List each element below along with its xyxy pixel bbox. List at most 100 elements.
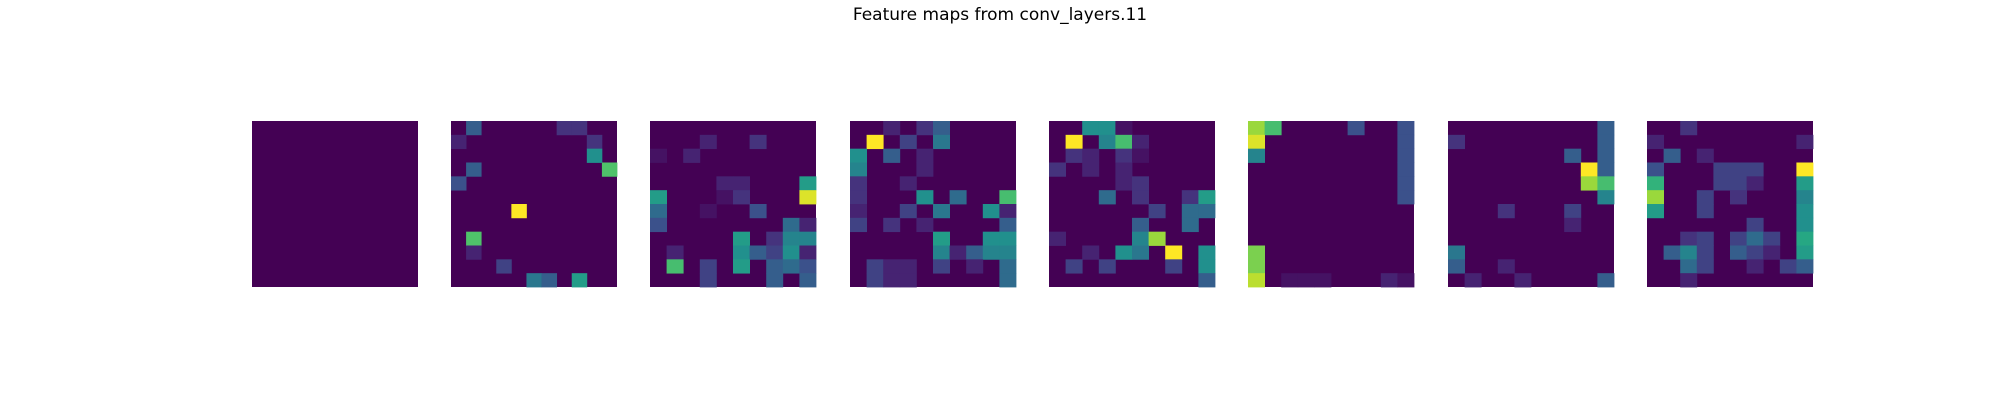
heatmap-cell [883, 259, 901, 274]
heatmap-cell [1746, 162, 1764, 177]
heatmap-cell [1514, 273, 1532, 288]
heatmap-cell [1497, 204, 1515, 219]
heatmap-cell [999, 231, 1017, 246]
heatmap-cell [650, 204, 667, 219]
heatmap-cell [883, 148, 901, 163]
heatmap-cell [683, 148, 701, 163]
heatmap-cell [850, 162, 867, 177]
heatmap-cell [1497, 259, 1515, 274]
heatmap-cell [1297, 273, 1315, 288]
heatmap-cell [1248, 259, 1265, 274]
heatmap-cell [526, 273, 542, 288]
heatmap-cell [733, 190, 750, 205]
heatmap-cell [1098, 121, 1116, 136]
heatmap-cell [733, 245, 750, 260]
heatmap-cell [1065, 259, 1083, 274]
heatmap-cell [899, 204, 917, 219]
heatmap-cell [511, 204, 527, 219]
heatmap-cell [556, 121, 573, 136]
heatmap-cell [1796, 134, 1814, 150]
heatmap-cell [1680, 273, 1698, 288]
heatmap-cell [933, 134, 950, 150]
heatmap-cell [1580, 176, 1598, 191]
heatmap-cell [1065, 148, 1083, 163]
heatmap-cell [933, 204, 950, 219]
heatmap-cell [1115, 176, 1133, 191]
heatmap-cell [1082, 245, 1100, 260]
heatmap-cell [1082, 121, 1100, 136]
heatmap-cell [1564, 217, 1582, 233]
heatmap-cell [1380, 273, 1398, 288]
heatmap-cell [1696, 231, 1714, 246]
heatmap-cell [733, 231, 750, 246]
heatmap-cell [916, 162, 934, 177]
heatmap-cell [966, 259, 984, 274]
heatmap-cell [999, 190, 1017, 205]
heatmap-cell [883, 121, 901, 136]
heatmap-cell [1397, 190, 1415, 205]
feature-map-4 [850, 121, 1017, 288]
heatmap-cell [883, 273, 901, 288]
heatmap-cell [916, 121, 934, 136]
heatmap-cell [1198, 273, 1216, 288]
heatmap-cell [1148, 204, 1166, 219]
feature-map-1 [252, 121, 418, 287]
heatmap-cell [850, 190, 867, 205]
heatmap-cell [766, 273, 784, 288]
heatmap-cell [666, 259, 684, 274]
heatmap-cell [1696, 190, 1714, 205]
heatmap-cell [1098, 259, 1116, 274]
heatmap-cell [1132, 148, 1149, 163]
heatmap-cell [466, 245, 482, 260]
heatmap-cell [1779, 259, 1797, 274]
heatmap-cell [982, 245, 1000, 260]
heatmap-cell [883, 217, 901, 233]
heatmap-cell [1796, 176, 1814, 191]
heatmap-cell [1647, 204, 1664, 219]
heatmap-cell [766, 259, 784, 274]
heatmap-cell [1264, 121, 1282, 136]
heatmap-cell [982, 231, 1000, 246]
heatmap-cell [1680, 259, 1698, 274]
heatmap-cell [933, 121, 950, 136]
heatmap-cell [916, 217, 934, 233]
heatmap-cell [1397, 273, 1415, 288]
heatmap-cell [1115, 134, 1133, 150]
heatmap-cell [966, 245, 984, 260]
heatmap-cell [466, 162, 482, 177]
heatmap-cell [650, 190, 667, 205]
heatmap-cell [850, 204, 867, 219]
heatmap-cell [1663, 245, 1681, 260]
heatmap-cell [1198, 204, 1216, 219]
heatmap-cell [1763, 231, 1781, 246]
heatmap-cell [1647, 134, 1664, 150]
feature-map-6 [1248, 121, 1415, 288]
heatmap-cell [1281, 273, 1299, 288]
heatmap-cell [451, 134, 467, 150]
heatmap-cell [799, 245, 817, 260]
heatmap-cell [466, 231, 482, 246]
heatmap-cell [716, 190, 734, 205]
heatmap-cell [799, 190, 817, 205]
heatmap-cell [1115, 121, 1133, 136]
heatmap-cell [1464, 273, 1482, 288]
heatmap-cell [1730, 190, 1747, 205]
heatmap-cell [650, 148, 667, 163]
heatmap-cell [1132, 217, 1149, 233]
heatmap-cell [1564, 204, 1582, 219]
heatmap-cell [866, 259, 884, 274]
heatmap-cell [1248, 148, 1265, 163]
feature-map-8 [1647, 121, 1814, 288]
heatmap-cell [1448, 134, 1465, 150]
heatmap-cell [1796, 259, 1814, 274]
heatmap-cell [782, 217, 800, 233]
heatmap-cell [1796, 217, 1814, 233]
heatmap-cell [1115, 162, 1133, 177]
heatmap-cell [1397, 176, 1415, 191]
heatmap-cell [1148, 231, 1166, 246]
heatmap-cell [650, 217, 667, 233]
heatmap-cell [866, 273, 884, 288]
heatmap-cell [1082, 148, 1100, 163]
heatmap-cell [1165, 245, 1183, 260]
